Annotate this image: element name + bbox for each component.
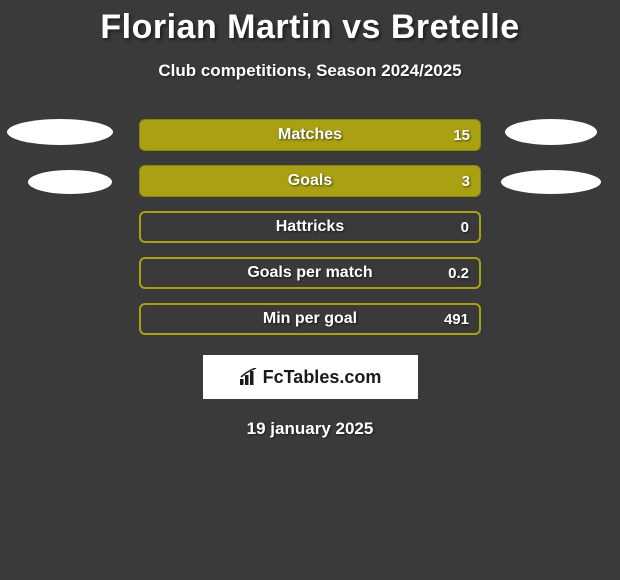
logo-text: FcTables.com <box>263 367 382 388</box>
avatar-placeholder-right-2 <box>501 170 601 194</box>
stat-value: 15 <box>453 127 470 144</box>
page-subtitle: Club competitions, Season 2024/2025 <box>0 61 620 81</box>
stat-bars: Matches 15 Goals 3 Hattricks 0 Goals per… <box>139 119 481 335</box>
page-title: Florian Martin vs Bretelle <box>0 8 620 47</box>
stat-value: 491 <box>444 311 469 328</box>
stat-bar-goals: Goals 3 <box>139 165 481 197</box>
stat-bar-hattricks: Hattricks 0 <box>139 211 481 243</box>
stat-value: 3 <box>462 173 470 190</box>
stat-label: Hattricks <box>276 218 344 236</box>
comparison-container: Florian Martin vs Bretelle Club competit… <box>0 0 620 439</box>
avatar-placeholder-right-1 <box>505 119 597 145</box>
stat-bar-matches: Matches 15 <box>139 119 481 151</box>
logo-box: FcTables.com <box>203 355 418 399</box>
stat-value: 0 <box>461 219 469 236</box>
stats-area: Matches 15 Goals 3 Hattricks 0 Goals per… <box>0 119 620 335</box>
stat-label: Matches <box>278 126 342 144</box>
stat-bar-min-per-goal: Min per goal 491 <box>139 303 481 335</box>
stat-label: Goals <box>288 172 332 190</box>
avatar-placeholder-left-1 <box>7 119 113 145</box>
stat-label: Min per goal <box>263 310 357 328</box>
stat-label: Goals per match <box>247 264 372 282</box>
date-text: 19 january 2025 <box>0 419 620 439</box>
stat-value: 0.2 <box>448 265 469 282</box>
chart-icon <box>239 368 259 386</box>
avatar-placeholder-left-2 <box>28 170 112 194</box>
stat-bar-goals-per-match: Goals per match 0.2 <box>139 257 481 289</box>
